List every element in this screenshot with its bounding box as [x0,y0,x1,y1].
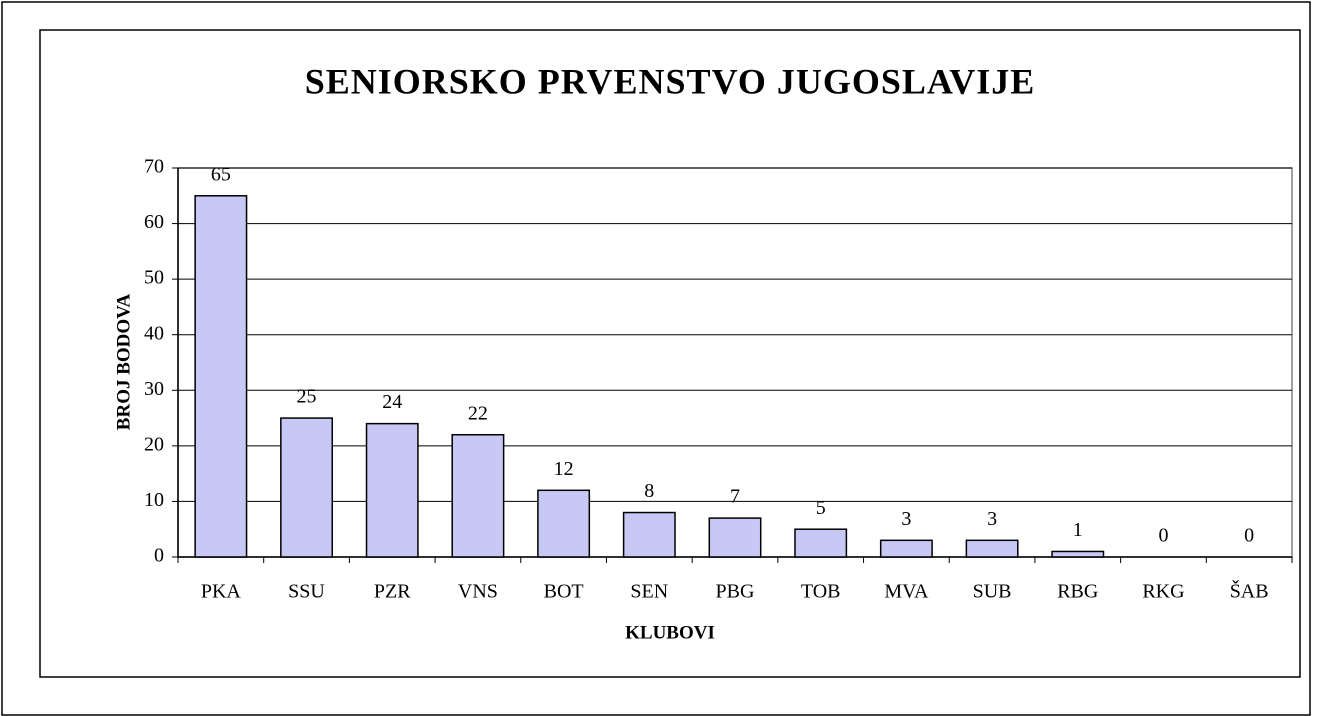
data-label: 5 [816,497,826,519]
data-label: 0 [1244,525,1254,547]
y-tick-label: 60 [144,211,164,233]
bar [194,195,248,558]
bar [622,511,676,558]
data-label: 25 [297,386,317,408]
bar [1051,550,1105,558]
y-tick-label: 10 [144,489,164,511]
x-tick-label: SSU [288,581,325,603]
y-tick-label: 20 [144,433,164,455]
chart-area [39,29,1301,678]
x-tick-label: RBG [1057,581,1098,603]
bar [280,417,333,558]
x-axis-title: KLUBOVI [625,622,715,643]
x-tick-label: RKG [1142,581,1184,603]
chart-title: SENIORSKO PRVENSTVO JUGOSLAVIJE [305,61,1036,101]
data-label: 12 [554,458,574,480]
bar [879,539,933,558]
x-tick-label: PBG [716,581,755,603]
data-label: 3 [901,508,911,530]
x-tick-label: PKA [201,581,242,603]
bar [365,422,419,558]
x-tick-label: BOT [544,581,584,603]
bar [708,517,762,558]
data-label: 7 [730,486,740,508]
x-tick-label: MVA [884,581,929,603]
data-label: 8 [644,480,654,502]
x-tick-label: SUB [973,581,1012,603]
bar [537,489,591,558]
y-tick-label: 30 [144,378,164,400]
x-tick-label: ŠAB [1230,579,1269,603]
bar [965,539,1019,558]
data-label: 1 [1073,519,1083,541]
y-tick-label: 70 [144,156,164,178]
bar [451,433,505,558]
x-tick-label: PZR [374,581,411,603]
x-tick-label: SEN [630,581,668,603]
x-tick-label: VNS [458,581,498,603]
data-label: 22 [468,402,488,424]
y-tick-label: 0 [154,545,164,567]
data-label: 65 [211,163,231,185]
data-label: 24 [382,391,402,413]
y-axis-title: BROJ BODOVA [113,294,134,431]
y-tick-label: 50 [144,267,164,289]
data-label: 3 [987,508,997,530]
bar [794,528,848,558]
data-label: 0 [1158,525,1168,547]
y-tick-label: 40 [144,322,164,344]
x-tick-label: TOB [801,581,841,603]
